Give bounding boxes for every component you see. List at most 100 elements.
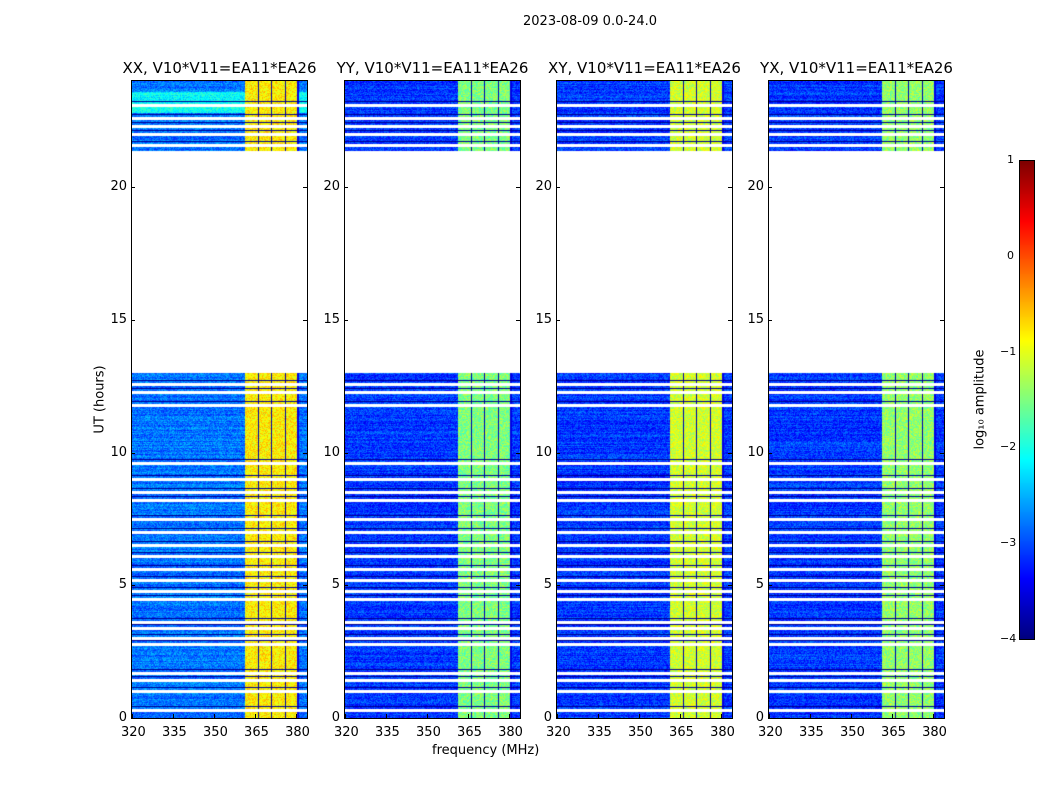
y-tick-mark [303, 187, 307, 189]
y-tick-mark [344, 718, 348, 719]
x-tick-mark [557, 714, 558, 718]
y-tick-mark [940, 585, 944, 587]
x-tick-mark [296, 714, 298, 718]
y-tick-mark [303, 319, 307, 321]
y-tick-mark [728, 452, 732, 454]
y-tick-mark [768, 319, 772, 321]
y-tick-label: 5 [543, 577, 552, 593]
x-tick-mark [468, 714, 470, 718]
x-tick-label: 335 [587, 725, 612, 740]
colorbar-tick-label: −2 [1000, 440, 1017, 454]
y-tick-mark [131, 187, 135, 189]
y-tick-mark [131, 585, 135, 587]
x-tick-label: 365 [457, 725, 482, 740]
x-tick-label: 380 [285, 725, 310, 740]
x-tick-label: 380 [498, 725, 523, 740]
x-tick-label: 335 [375, 725, 400, 740]
panel-title: YX, V10*V11=EA11*EA26 [760, 59, 953, 77]
x-tick-mark [214, 714, 216, 718]
y-tick-mark [303, 718, 307, 719]
panel-title: YY, V10*V11=EA11*EA26 [336, 59, 529, 77]
x-tick-mark [427, 714, 429, 718]
colorbar [1019, 160, 1035, 640]
y-tick-mark [768, 187, 772, 189]
x-tick-mark [598, 714, 600, 718]
colorbar-tick-label: −4 [1000, 632, 1017, 645]
y-tick-label: 20 [747, 179, 764, 195]
heatmap-panel [768, 80, 945, 719]
y-tick-mark [556, 452, 560, 454]
panel-title: XY, V10*V11=EA11*EA26 [548, 59, 741, 77]
heatmap-panel [131, 80, 308, 719]
y-tick-label: 20 [110, 179, 127, 195]
y-tick-mark [344, 319, 348, 321]
x-tick-mark [132, 714, 133, 718]
y-tick-mark [131, 319, 135, 321]
x-tick-label: 320 [334, 725, 359, 740]
x-tick-label: 320 [758, 725, 783, 740]
x-tick-label: 350 [203, 725, 228, 740]
x-tick-label: 380 [710, 725, 735, 740]
x-tick-mark [386, 714, 388, 718]
y-tick-mark [556, 585, 560, 587]
x-tick-mark [680, 714, 682, 718]
x-tick-mark [810, 714, 812, 718]
y-tick-label: 10 [747, 444, 764, 460]
y-tick-mark [728, 319, 732, 321]
x-tick-label: 350 [416, 725, 441, 740]
x-tick-mark [721, 714, 723, 718]
x-tick-label: 365 [669, 725, 694, 740]
y-tick-label: 5 [755, 577, 764, 593]
heatmap-image [132, 81, 307, 718]
y-axis-label: UT (hours) [92, 365, 108, 434]
heatmap-panel [344, 80, 521, 719]
colorbar-tick-label: 1 [1007, 153, 1014, 166]
y-tick-label: 0 [543, 710, 552, 725]
x-tick-mark [509, 714, 511, 718]
y-tick-mark [516, 452, 520, 454]
x-tick-label: 350 [840, 725, 865, 740]
y-tick-label: 0 [118, 710, 127, 725]
colorbar-tick-label: −1 [1000, 344, 1017, 358]
y-tick-mark [344, 452, 348, 454]
colorbar-tick-label: −3 [1000, 536, 1017, 550]
panel-title: XX, V10*V11=EA11*EA26 [122, 59, 317, 77]
y-tick-mark [516, 718, 520, 719]
x-tick-mark [933, 714, 935, 718]
y-tick-mark [768, 452, 772, 454]
x-tick-mark [255, 714, 257, 718]
y-tick-mark [940, 718, 944, 719]
y-tick-mark [940, 319, 944, 321]
y-tick-mark [728, 187, 732, 189]
x-tick-label: 335 [162, 725, 187, 740]
heatmap-image [769, 81, 944, 718]
y-tick-label: 20 [535, 179, 552, 195]
y-tick-mark [728, 585, 732, 587]
heatmap-image [557, 81, 732, 718]
y-tick-mark [344, 585, 348, 587]
figure-title: 2023-08-09 0.0-24.0 [523, 14, 657, 29]
y-tick-mark [728, 718, 732, 719]
x-tick-label: 380 [922, 725, 947, 740]
y-tick-mark [556, 319, 560, 321]
y-tick-mark [516, 319, 520, 321]
x-tick-label: 335 [799, 725, 824, 740]
y-tick-label: 20 [323, 179, 340, 195]
y-tick-label: 15 [110, 311, 127, 327]
x-tick-mark [769, 714, 770, 718]
x-tick-mark [892, 714, 894, 718]
y-tick-label: 10 [110, 444, 127, 460]
x-axis-label: frequency (MHz) [432, 743, 540, 758]
y-tick-label: 5 [118, 577, 127, 593]
x-tick-label: 365 [881, 725, 906, 740]
x-tick-label: 320 [546, 725, 571, 740]
y-tick-label: 15 [535, 311, 552, 327]
y-tick-mark [940, 452, 944, 454]
x-tick-mark [173, 714, 175, 718]
y-tick-label: 0 [755, 710, 764, 725]
x-tick-label: 350 [628, 725, 653, 740]
y-tick-label: 5 [331, 577, 340, 593]
x-tick-mark [345, 714, 346, 718]
x-tick-mark [639, 714, 641, 718]
